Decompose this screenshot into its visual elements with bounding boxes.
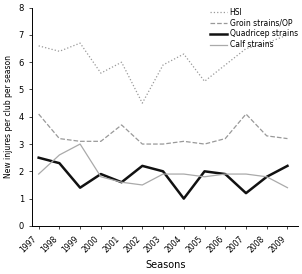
- HSI: [161, 63, 165, 67]
- Calf strains: [99, 175, 103, 178]
- Quadricep strains: [223, 172, 227, 176]
- HSI: [286, 33, 289, 37]
- Calf strains: [120, 181, 124, 184]
- Groin strains/OP: [58, 137, 61, 140]
- X-axis label: Seasons: Seasons: [145, 260, 185, 270]
- Groin strains/OP: [99, 140, 103, 143]
- Legend: HSI, Groin strains/OP, Quadricep strains, Calf strains: HSI, Groin strains/OP, Quadricep strains…: [210, 8, 298, 49]
- Groin strains/OP: [286, 137, 289, 140]
- Groin strains/OP: [161, 142, 165, 146]
- Groin strains/OP: [78, 140, 82, 143]
- Calf strains: [265, 175, 268, 178]
- Calf strains: [58, 153, 61, 157]
- HSI: [244, 47, 248, 50]
- Quadricep strains: [140, 164, 144, 167]
- Quadricep strains: [244, 192, 248, 195]
- Quadricep strains: [182, 197, 186, 200]
- Calf strains: [286, 186, 289, 189]
- Line: Calf strains: Calf strains: [39, 144, 288, 188]
- Groin strains/OP: [120, 123, 124, 127]
- Quadricep strains: [37, 156, 40, 159]
- Groin strains/OP: [203, 142, 206, 146]
- Calf strains: [140, 183, 144, 187]
- Calf strains: [203, 175, 206, 178]
- HSI: [37, 44, 40, 47]
- Line: Groin strains/OP: Groin strains/OP: [39, 114, 288, 144]
- Groin strains/OP: [37, 112, 40, 116]
- Quadricep strains: [203, 170, 206, 173]
- Quadricep strains: [161, 170, 165, 173]
- Quadricep strains: [78, 186, 82, 189]
- Line: Quadricep strains: Quadricep strains: [39, 158, 288, 199]
- HSI: [203, 80, 206, 83]
- Groin strains/OP: [140, 142, 144, 146]
- Quadricep strains: [286, 164, 289, 167]
- HSI: [265, 41, 268, 45]
- Calf strains: [161, 172, 165, 176]
- Calf strains: [182, 172, 186, 176]
- Groin strains/OP: [244, 112, 248, 116]
- Groin strains/OP: [223, 137, 227, 140]
- Calf strains: [37, 172, 40, 176]
- HSI: [120, 61, 124, 64]
- Quadricep strains: [120, 181, 124, 184]
- Groin strains/OP: [265, 134, 268, 138]
- Y-axis label: New injures per club per season: New injures per club per season: [4, 55, 13, 178]
- Quadricep strains: [265, 175, 268, 178]
- Calf strains: [78, 142, 82, 146]
- HSI: [99, 72, 103, 75]
- HSI: [223, 63, 227, 67]
- HSI: [58, 50, 61, 53]
- Quadricep strains: [99, 172, 103, 176]
- HSI: [140, 101, 144, 105]
- Groin strains/OP: [182, 140, 186, 143]
- Calf strains: [244, 172, 248, 176]
- Calf strains: [223, 172, 227, 176]
- Line: HSI: HSI: [39, 35, 288, 103]
- HSI: [182, 52, 186, 56]
- HSI: [78, 41, 82, 45]
- Quadricep strains: [58, 161, 61, 165]
